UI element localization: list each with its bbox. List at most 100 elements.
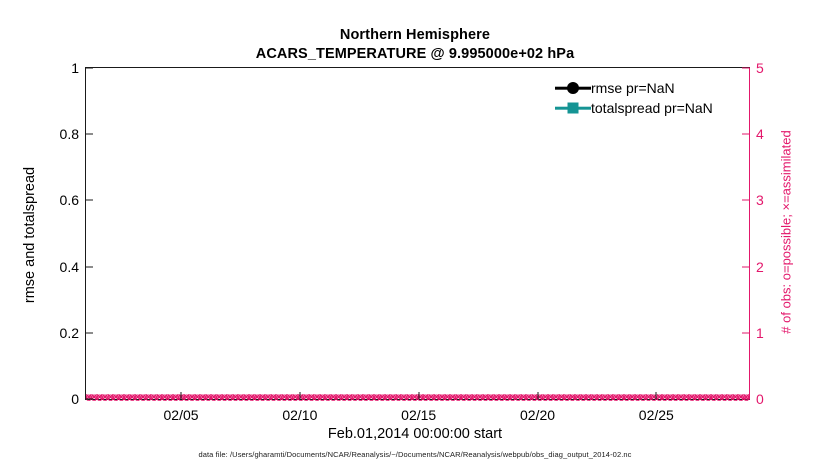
obs-assimilated-marker: ×	[557, 390, 565, 404]
obs-possible-marker: o	[661, 390, 669, 404]
obs-assimilated-marker: ×	[340, 390, 348, 404]
obs-assimilated-marker: ×	[596, 390, 604, 404]
x-axis-tick-label: 02/05	[163, 407, 199, 423]
obs-assimilated-marker: ×	[471, 390, 479, 404]
obs-assimilated-marker: ×	[661, 390, 669, 404]
obs-possible-marker: o	[373, 390, 381, 404]
obs-assimilated-marker: ×	[688, 390, 696, 404]
obs-assimilated-marker: ×	[563, 390, 571, 404]
obs-assimilated-marker: ×	[237, 390, 245, 404]
obs-possible-marker: o	[628, 390, 636, 404]
y-axis-right-tick-label: 3	[756, 192, 764, 209]
obs-possible-marker: o	[270, 390, 277, 404]
obs-possible-marker: o	[677, 390, 685, 404]
obs-possible-marker: o	[672, 390, 679, 404]
obs-assimilated-marker: ×	[378, 390, 386, 404]
obs-possible-marker: o	[449, 390, 457, 404]
obs-possible-marker: o	[221, 390, 228, 404]
x-axis-label: Feb.01,2014 00:00:00 start	[327, 426, 503, 442]
obs-assimilated-marker: ×	[612, 390, 620, 404]
obs-assimilated-marker: ×	[454, 390, 462, 404]
obs-assimilated-marker: ×	[275, 390, 283, 404]
obs-assimilated-marker: ×	[188, 390, 196, 404]
legend-item-totalspread: totalspread pr=NaN	[555, 100, 713, 116]
x-axis-tick-label: 02/10	[282, 407, 318, 423]
obs-assimilated-marker: ×	[541, 390, 549, 404]
y-axis-left-tick-mark	[86, 199, 93, 201]
obs-possible-marker: o	[710, 390, 718, 404]
obs-assimilated-marker: ×	[210, 390, 218, 404]
obs-possible-marker: o	[90, 390, 98, 404]
obs-possible-marker: o	[248, 390, 256, 404]
obs-assimilated-marker: ×	[389, 390, 397, 404]
obs-possible-marker: o	[444, 390, 451, 404]
obs-possible-marker: o	[498, 390, 506, 404]
obs-assimilated-marker: ×	[443, 390, 451, 404]
obs-possible-marker: o	[367, 390, 375, 404]
legend-item-rmse: rmse pr=NaN	[555, 80, 713, 96]
obs-assimilated-marker: ×	[460, 390, 468, 404]
obs-possible-marker: o	[699, 390, 707, 404]
obs-assimilated-marker: ×	[384, 390, 392, 404]
obs-possible-marker: o	[150, 390, 158, 404]
obs-possible-marker: o	[579, 390, 587, 404]
obs-possible-marker: o	[308, 390, 315, 404]
obs-assimilated-marker: ×	[166, 390, 174, 404]
y-axis-left-tick-label: 0.4	[59, 258, 79, 275]
obs-possible-marker: o	[454, 390, 462, 404]
obs-possible-marker: o	[210, 390, 218, 404]
y-axis-left-tick-label: 1	[71, 60, 79, 76]
obs-possible-marker: o	[585, 390, 593, 404]
square-marker-icon	[555, 100, 591, 116]
obs-possible-marker: o	[134, 390, 141, 404]
obs-assimilated-marker: ×	[639, 390, 647, 404]
obs-possible-marker: o	[509, 390, 516, 404]
obs-assimilated-marker: ×	[318, 390, 326, 404]
y-axis-right-tick-mark	[742, 133, 749, 135]
obs-assimilated-marker: ×	[525, 390, 533, 404]
obs-possible-marker: o	[726, 390, 734, 404]
obs-assimilated-marker: ×	[574, 390, 582, 404]
obs-possible-marker: o	[465, 390, 473, 404]
obs-possible-marker: o	[128, 390, 136, 404]
obs-possible-marker: o	[666, 390, 674, 404]
obs-assimilated-marker: ×	[634, 390, 642, 404]
obs-possible-marker: o	[302, 390, 310, 404]
obs-assimilated-marker: ×	[96, 390, 104, 404]
obs-possible-marker: o	[324, 390, 332, 404]
obs-assimilated-marker: ×	[449, 390, 457, 404]
obs-possible-marker: o	[253, 390, 261, 404]
obs-possible-marker: o	[645, 390, 652, 404]
obs-possible-marker: o	[346, 390, 353, 404]
legend-label-totalspread: totalspread pr=NaN	[591, 100, 713, 116]
obs-possible-marker: o	[139, 390, 147, 404]
obs-assimilated-marker: ×	[699, 390, 707, 404]
obs-possible-marker: o	[264, 390, 272, 404]
obs-possible-marker: o	[378, 390, 386, 404]
obs-assimilated-marker: ×	[405, 390, 413, 404]
y-axis-left-tick-mark	[86, 133, 93, 135]
obs-possible-marker: o	[215, 390, 223, 404]
obs-possible-marker: o	[596, 390, 603, 404]
obs-possible-marker: o	[183, 390, 190, 404]
obs-possible-marker: o	[101, 390, 109, 404]
obs-possible-marker: o	[721, 390, 728, 404]
obs-assimilated-marker: ×	[253, 390, 261, 404]
obs-possible-marker: o	[204, 390, 212, 404]
obs-assimilated-marker: ×	[144, 390, 152, 404]
obs-assimilated-marker: ×	[172, 390, 180, 404]
obs-assimilated-marker: ×	[150, 390, 158, 404]
obs-possible-marker: o	[525, 390, 533, 404]
obs-assimilated-marker: ×	[492, 390, 500, 404]
obs-possible-marker: o	[400, 390, 408, 404]
obs-possible-marker: o	[357, 390, 364, 404]
obs-assimilated-marker: ×	[221, 390, 229, 404]
obs-possible-marker: o	[514, 390, 522, 404]
obs-assimilated-marker: ×	[742, 390, 750, 404]
obs-possible-marker: o	[329, 390, 337, 404]
obs-assimilated-marker: ×	[351, 390, 359, 404]
obs-assimilated-marker: ×	[139, 390, 147, 404]
x-axis-tick-label: 02/20	[519, 407, 556, 423]
obs-possible-marker: o	[156, 390, 163, 404]
obs-possible-marker: o	[85, 390, 93, 404]
